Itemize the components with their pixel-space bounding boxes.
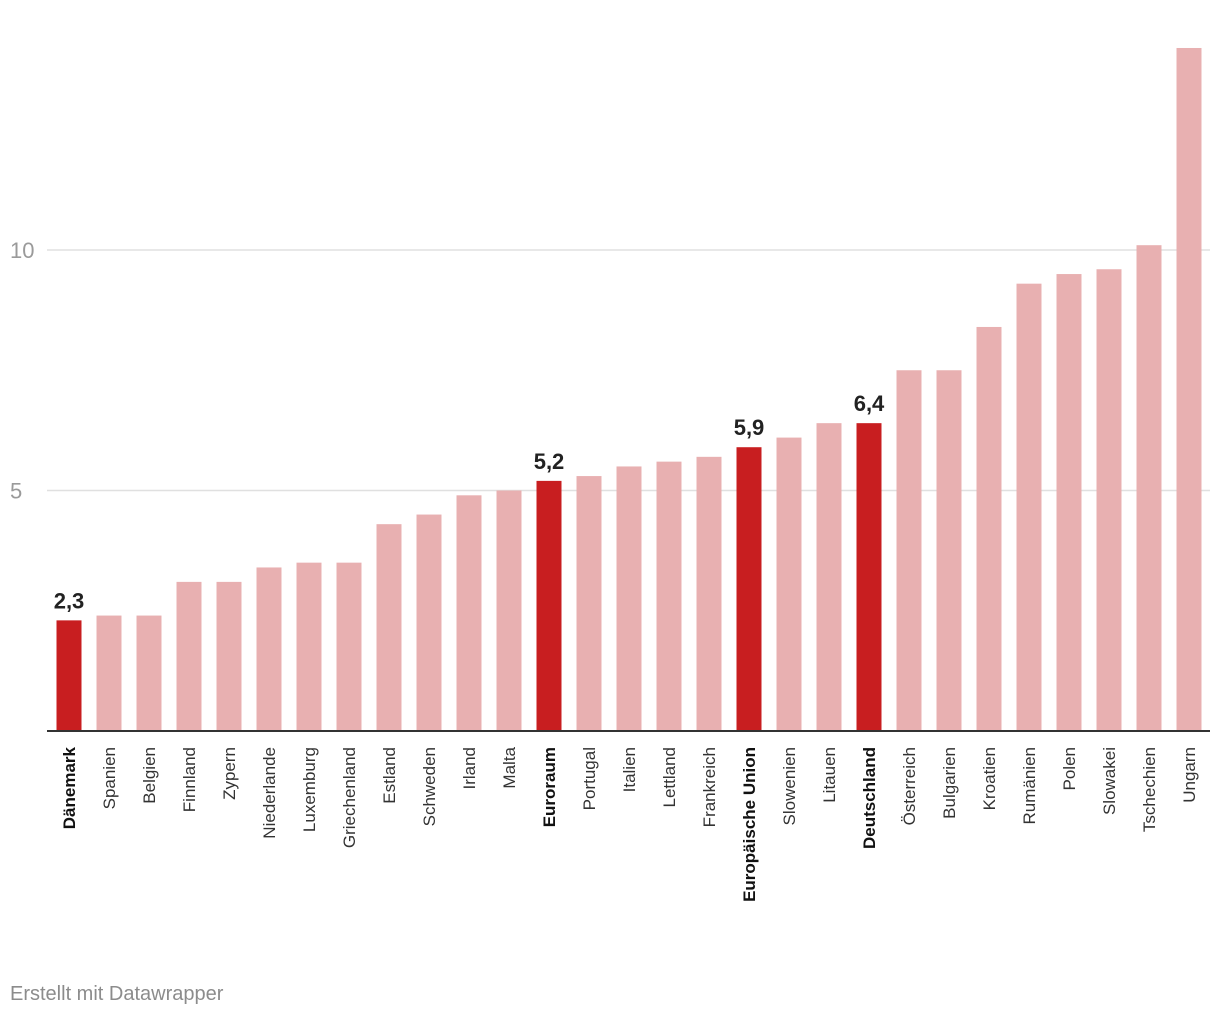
bar-10 bbox=[456, 495, 482, 731]
bar-28 bbox=[1176, 47, 1202, 732]
x-tick-label: Luxemburg bbox=[300, 747, 319, 832]
x-tick-label: Litauen bbox=[820, 747, 839, 803]
bar-18 bbox=[776, 437, 802, 731]
bar-5 bbox=[256, 567, 282, 731]
footer-credit: Erstellt mit Datawrapper bbox=[10, 983, 224, 1005]
data-label: 5,9 bbox=[734, 415, 765, 440]
data-label: 5,2 bbox=[534, 449, 565, 474]
bar-12 bbox=[536, 480, 562, 731]
bar-7 bbox=[336, 562, 362, 731]
y-tick-label: 5 bbox=[10, 479, 22, 504]
bar-2 bbox=[136, 615, 162, 731]
x-tick-label: Bulgarien bbox=[940, 747, 959, 819]
x-tick-label: Griechenland bbox=[340, 747, 359, 848]
bar-1 bbox=[96, 615, 122, 731]
bar-8 bbox=[376, 524, 402, 731]
bar-4 bbox=[216, 581, 242, 731]
data-label: 2,3 bbox=[54, 588, 85, 613]
x-tick-label: Belgien bbox=[140, 747, 159, 804]
bar-27 bbox=[1136, 245, 1162, 731]
x-tick-label: Irland bbox=[460, 747, 479, 790]
x-tick-label: Zypern bbox=[220, 747, 239, 800]
x-tick-label: Tschechien bbox=[1140, 747, 1159, 832]
x-tick-label: Europäische Union bbox=[740, 747, 759, 902]
bar-22 bbox=[936, 370, 962, 731]
x-tick-label: Frankreich bbox=[700, 747, 719, 827]
x-tick-label: Niederlande bbox=[260, 747, 279, 839]
x-tick-label: Estland bbox=[380, 747, 399, 804]
bar-9 bbox=[416, 514, 442, 731]
x-tick-label: Euroraum bbox=[540, 747, 559, 827]
data-label: 6,4 bbox=[854, 391, 885, 416]
bar-14 bbox=[616, 466, 642, 731]
bar-17 bbox=[736, 447, 762, 731]
bar-25 bbox=[1056, 274, 1082, 731]
x-tick-label: Rumänien bbox=[1020, 747, 1039, 825]
x-tick-label: Malta bbox=[500, 746, 519, 788]
x-tick-label: Kroatien bbox=[980, 747, 999, 810]
bar-19 bbox=[816, 423, 842, 731]
bar-6 bbox=[296, 562, 322, 731]
bar-0 bbox=[56, 620, 82, 731]
x-tick-label: Dänemark bbox=[60, 746, 79, 829]
x-tick-label: Österreich bbox=[900, 747, 919, 825]
x-tick-label: Ungarn bbox=[1180, 747, 1199, 803]
x-tick-label: Schweden bbox=[420, 747, 439, 826]
bar-11 bbox=[496, 490, 522, 731]
x-tick-label: Deutschland bbox=[860, 747, 879, 849]
x-tick-label: Polen bbox=[1060, 747, 1079, 790]
bar-20 bbox=[856, 423, 882, 731]
bar-24 bbox=[1016, 283, 1042, 731]
bar-26 bbox=[1096, 269, 1122, 731]
bar-3 bbox=[176, 581, 202, 731]
bar-21 bbox=[896, 370, 922, 731]
bar-15 bbox=[656, 461, 682, 731]
bar-13 bbox=[576, 476, 602, 731]
x-tick-label: Slowenien bbox=[780, 747, 799, 825]
x-tick-label: Finnland bbox=[180, 747, 199, 812]
bar-16 bbox=[696, 456, 722, 731]
bar-23 bbox=[976, 326, 1002, 731]
y-tick-label: 10 bbox=[10, 238, 34, 263]
x-tick-label: Italien bbox=[620, 747, 639, 792]
x-tick-label: Spanien bbox=[100, 747, 119, 809]
x-tick-label: Lettland bbox=[660, 747, 679, 808]
x-tick-label: Portugal bbox=[580, 747, 599, 810]
x-tick-label: Slowakei bbox=[1100, 747, 1119, 815]
